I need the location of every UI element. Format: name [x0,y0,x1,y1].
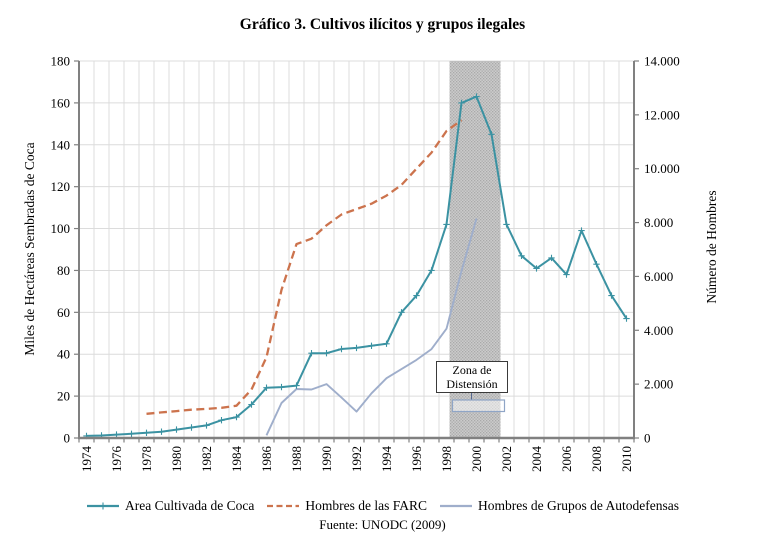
svg-text:1974: 1974 [79,446,94,473]
svg-text:60: 60 [57,305,70,320]
svg-text:100: 100 [51,221,71,236]
zona-label-line2: Distensión [446,377,498,391]
legend-label-autodefensas: Hombres de Grupos de Autodefensas [477,498,679,513]
svg-text:20: 20 [57,389,70,404]
svg-text:0: 0 [644,431,651,446]
source-note: Fuente: UNODC (2009) [319,517,446,532]
legend-label-coca: Area Cultivada de Coca [125,498,255,513]
svg-text:80: 80 [57,263,70,278]
svg-text:1984: 1984 [229,446,244,473]
coca-series-line-markers [83,93,630,440]
svg-text:1990: 1990 [319,446,334,472]
legend-item-coca: Area Cultivada de Coca [86,498,254,514]
svg-text:2002: 2002 [499,446,514,472]
svg-text:40: 40 [57,347,70,362]
legend-item-farc: Hombres de las FARC [266,498,427,514]
right-axis-title: Número de Hombres [704,190,719,304]
svg-text:0: 0 [64,431,71,446]
svg-text:1996: 1996 [409,446,424,473]
svg-text:1980: 1980 [169,446,184,472]
svg-text:1976: 1976 [109,446,124,473]
coca-line-icon [87,502,120,510]
svg-text:2006: 2006 [559,446,574,473]
svg-text:1986: 1986 [259,446,274,473]
svg-text:2.000: 2.000 [644,377,673,392]
zona-extent-bracket [451,399,506,413]
svg-text:1992: 1992 [349,446,364,472]
svg-text:160: 160 [51,95,71,110]
chart-title: Gráfico 3. Cultivos ilícitos y grupos il… [239,16,526,33]
svg-text:6.000: 6.000 [644,269,673,284]
svg-text:14.000: 14.000 [644,54,680,69]
svg-text:8.000: 8.000 [644,215,673,230]
dashed-line-icon [267,504,300,508]
autodefensas-series-line [265,218,478,436]
svg-text:1994: 1994 [379,446,394,473]
svg-text:2010: 2010 [619,446,634,472]
tick-marks [74,60,639,443]
svg-text:2000: 2000 [469,446,484,472]
svg-text:4.000: 4.000 [644,323,673,338]
right-axis-tick-labels: 0 2.000 4.000 6.000 8.000 10.000 12.000 14.000 [644,54,680,446]
svg-text:180: 180 [51,54,71,69]
svg-text:10.000: 10.000 [644,161,680,176]
svg-text:140: 140 [51,137,71,152]
farc-series-line [146,119,463,415]
gridlines [79,60,634,438]
zona-distension-annotation: Zona de Distensión [436,361,508,393]
svg-text:1978: 1978 [139,446,154,472]
svg-text:2004: 2004 [529,446,544,473]
svg-text:1998: 1998 [439,446,454,472]
svg-text:120: 120 [51,179,71,194]
zona-label-line1: Zona de [452,363,492,377]
svg-text:1988: 1988 [289,446,304,472]
legend-item-autodefensas: Hombres de Grupos de Autodefensas [439,498,679,514]
svg-text:2008: 2008 [589,446,604,472]
coca-series-line [86,95,628,437]
legend-label-farc: Hombres de las FARC [305,498,427,513]
svg-text:1982: 1982 [199,446,214,472]
solid-line-icon [439,504,472,508]
legend: Area Cultivada de Coca Hombres de las FA… [0,498,765,514]
left-axis-title: Miles de Hectáreas Sembradas de Coca [22,142,37,356]
left-axis-tick-labels: 0 20 40 60 80 100 120 140 160 180 [51,54,71,446]
svg-text:12.000: 12.000 [644,107,680,122]
x-axis-tick-labels: 1974 1976 1978 1980 1982 1984 1986 1988 1990 1992… [79,446,634,473]
